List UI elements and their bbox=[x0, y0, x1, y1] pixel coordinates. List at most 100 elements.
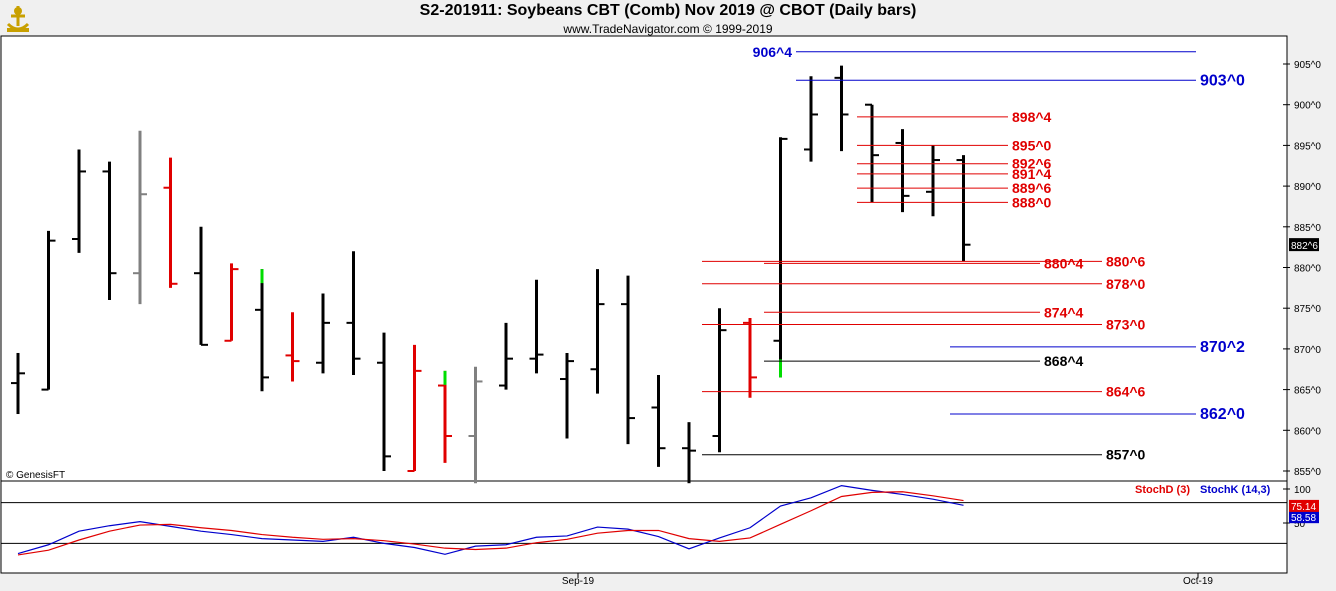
price-level-label: 892^6 bbox=[1012, 156, 1052, 172]
levels-layer: 906^4 903^0 898^4 895^0 892^6891^4889^6888^0… bbox=[702, 44, 1245, 463]
price-bar bbox=[956, 155, 971, 261]
price-tick-label: 885^0 bbox=[1294, 223, 1321, 234]
price-level: 880^6 bbox=[702, 253, 1146, 269]
date-axis: Sep-19 Oct-19 bbox=[562, 573, 1213, 587]
price-tick-label: 890^0 bbox=[1294, 182, 1321, 193]
stoch-series-line bbox=[17, 491, 964, 556]
price-level-label: 857^0 bbox=[1106, 447, 1146, 463]
price-bar bbox=[499, 322, 513, 390]
price-level-label: 903^0 bbox=[1200, 72, 1245, 89]
stoch-tick-label: 50 bbox=[1294, 519, 1306, 530]
date-tick-label: Sep-19 bbox=[562, 576, 595, 587]
stochastic-pane bbox=[0, 480, 1288, 574]
price-level: 862^0 bbox=[950, 406, 1245, 423]
stoch-tick-label: 100 bbox=[1294, 485, 1311, 496]
price-level-label: 862^0 bbox=[1200, 406, 1245, 423]
stoch-series-line bbox=[17, 484, 964, 555]
chart-title: S2-201911: Soybeans CBT (Comb) Nov 2019 … bbox=[419, 2, 917, 19]
price-level-label: 874^4 bbox=[1044, 304, 1084, 320]
date-tick-label: Oct-19 bbox=[1183, 576, 1213, 587]
price-level: 873^0 bbox=[702, 316, 1146, 332]
price-level-label: 878^0 bbox=[1106, 276, 1146, 292]
price-bar bbox=[316, 293, 330, 374]
price-bar bbox=[102, 161, 117, 301]
price-level: 874^4 bbox=[764, 304, 1084, 320]
price-bar bbox=[468, 366, 483, 484]
stochd-value-box bbox=[1289, 499, 1319, 512]
last-price-label: 882^6 bbox=[1291, 241, 1318, 252]
price-tick-label: 855^0 bbox=[1294, 467, 1321, 478]
price-bar bbox=[743, 317, 757, 398]
price-tick-label: 865^0 bbox=[1294, 386, 1321, 397]
price-bar bbox=[285, 312, 300, 382]
price-level-label: 895^0 bbox=[1012, 137, 1052, 153]
price-level: 857^0 bbox=[702, 447, 1146, 463]
price-pane bbox=[0, 35, 1288, 482]
price-tick-label: 880^0 bbox=[1294, 264, 1321, 275]
price-tick-label: 905^0 bbox=[1294, 60, 1321, 71]
price-level-label: 891^4 bbox=[1012, 166, 1052, 182]
price-level-label: 873^0 bbox=[1106, 316, 1146, 332]
price-level-label: 880^6 bbox=[1106, 253, 1146, 269]
price-bar bbox=[590, 269, 605, 394]
price-bar bbox=[651, 374, 666, 467]
price-bar bbox=[926, 145, 940, 217]
price-tick-label: 900^0 bbox=[1294, 101, 1321, 112]
price-bar bbox=[438, 370, 452, 463]
price-level-label: 868^4 bbox=[1044, 353, 1084, 369]
price-level: 888^0 bbox=[857, 194, 1052, 210]
price-bar bbox=[72, 149, 86, 253]
last-price-box bbox=[1289, 238, 1319, 252]
price-bar bbox=[712, 308, 727, 453]
price-level: 906^4 bbox=[753, 44, 1196, 60]
price-bar bbox=[621, 275, 635, 445]
price-level: 870^2 bbox=[950, 339, 1245, 356]
price-bar bbox=[224, 263, 239, 342]
price-bar bbox=[407, 344, 422, 472]
stochd-legend: StochD (3) bbox=[1135, 484, 1190, 496]
price-level: 878^0 bbox=[702, 276, 1146, 292]
price-bar bbox=[346, 251, 361, 375]
price-level: 891^4 bbox=[857, 166, 1052, 182]
price-level: 895^0 bbox=[857, 137, 1052, 153]
price-level: 864^6 bbox=[702, 384, 1146, 400]
price-bar bbox=[133, 130, 147, 305]
price-level-label: 889^6 bbox=[1012, 180, 1052, 196]
price-axis: 905^0 900^0 895^0 890^0 885^0 880^0 875^0 870^0… bbox=[1283, 60, 1321, 478]
price-level-label: 880^4 bbox=[1044, 255, 1084, 271]
price-bar bbox=[11, 352, 25, 415]
price-bar bbox=[682, 422, 696, 484]
stochk-legend: StochK (14,3) bbox=[1200, 484, 1271, 496]
price-level: 903^0 bbox=[796, 72, 1245, 89]
stochd-value-label: 75.14 bbox=[1291, 502, 1316, 513]
logo-icon bbox=[3, 2, 33, 39]
price-tick-label: 895^0 bbox=[1294, 141, 1321, 152]
price-bar bbox=[804, 76, 818, 162]
price-level: 892^6 bbox=[857, 156, 1052, 172]
price-level-label: 906^4 bbox=[753, 44, 793, 60]
chart-subtitle: www.TradeNavigator.com © 1999-2019 bbox=[563, 22, 773, 36]
price-tick-label: 870^0 bbox=[1294, 345, 1321, 356]
price-level-label: 898^4 bbox=[1012, 109, 1052, 125]
price-bar bbox=[163, 157, 178, 288]
stochk-value-box bbox=[1289, 511, 1319, 524]
price-level-label: 870^2 bbox=[1200, 339, 1245, 356]
price-level-label: 864^6 bbox=[1106, 384, 1146, 400]
stochk-value-label: 58.58 bbox=[1291, 513, 1316, 524]
price-bar bbox=[41, 230, 56, 391]
price-bar bbox=[255, 269, 269, 392]
price-bars-layer bbox=[11, 65, 971, 484]
copyright-label: © GenesisFT bbox=[6, 470, 65, 481]
price-bar bbox=[560, 352, 574, 439]
price-tick-label: 860^0 bbox=[1294, 426, 1321, 437]
price-level: 880^4 bbox=[764, 255, 1084, 271]
price-tick-label: 875^0 bbox=[1294, 304, 1321, 315]
price-bar bbox=[865, 103, 879, 203]
price-level: 898^4 bbox=[857, 109, 1052, 125]
price-bar bbox=[377, 332, 391, 471]
price-bar bbox=[773, 137, 788, 378]
price-level: 868^4 bbox=[764, 353, 1084, 369]
price-bar bbox=[529, 279, 544, 374]
